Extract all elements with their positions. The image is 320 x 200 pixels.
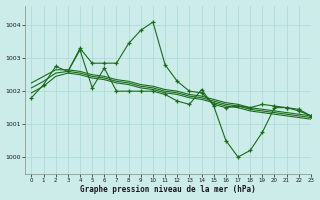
X-axis label: Graphe pression niveau de la mer (hPa): Graphe pression niveau de la mer (hPa) <box>80 185 256 194</box>
